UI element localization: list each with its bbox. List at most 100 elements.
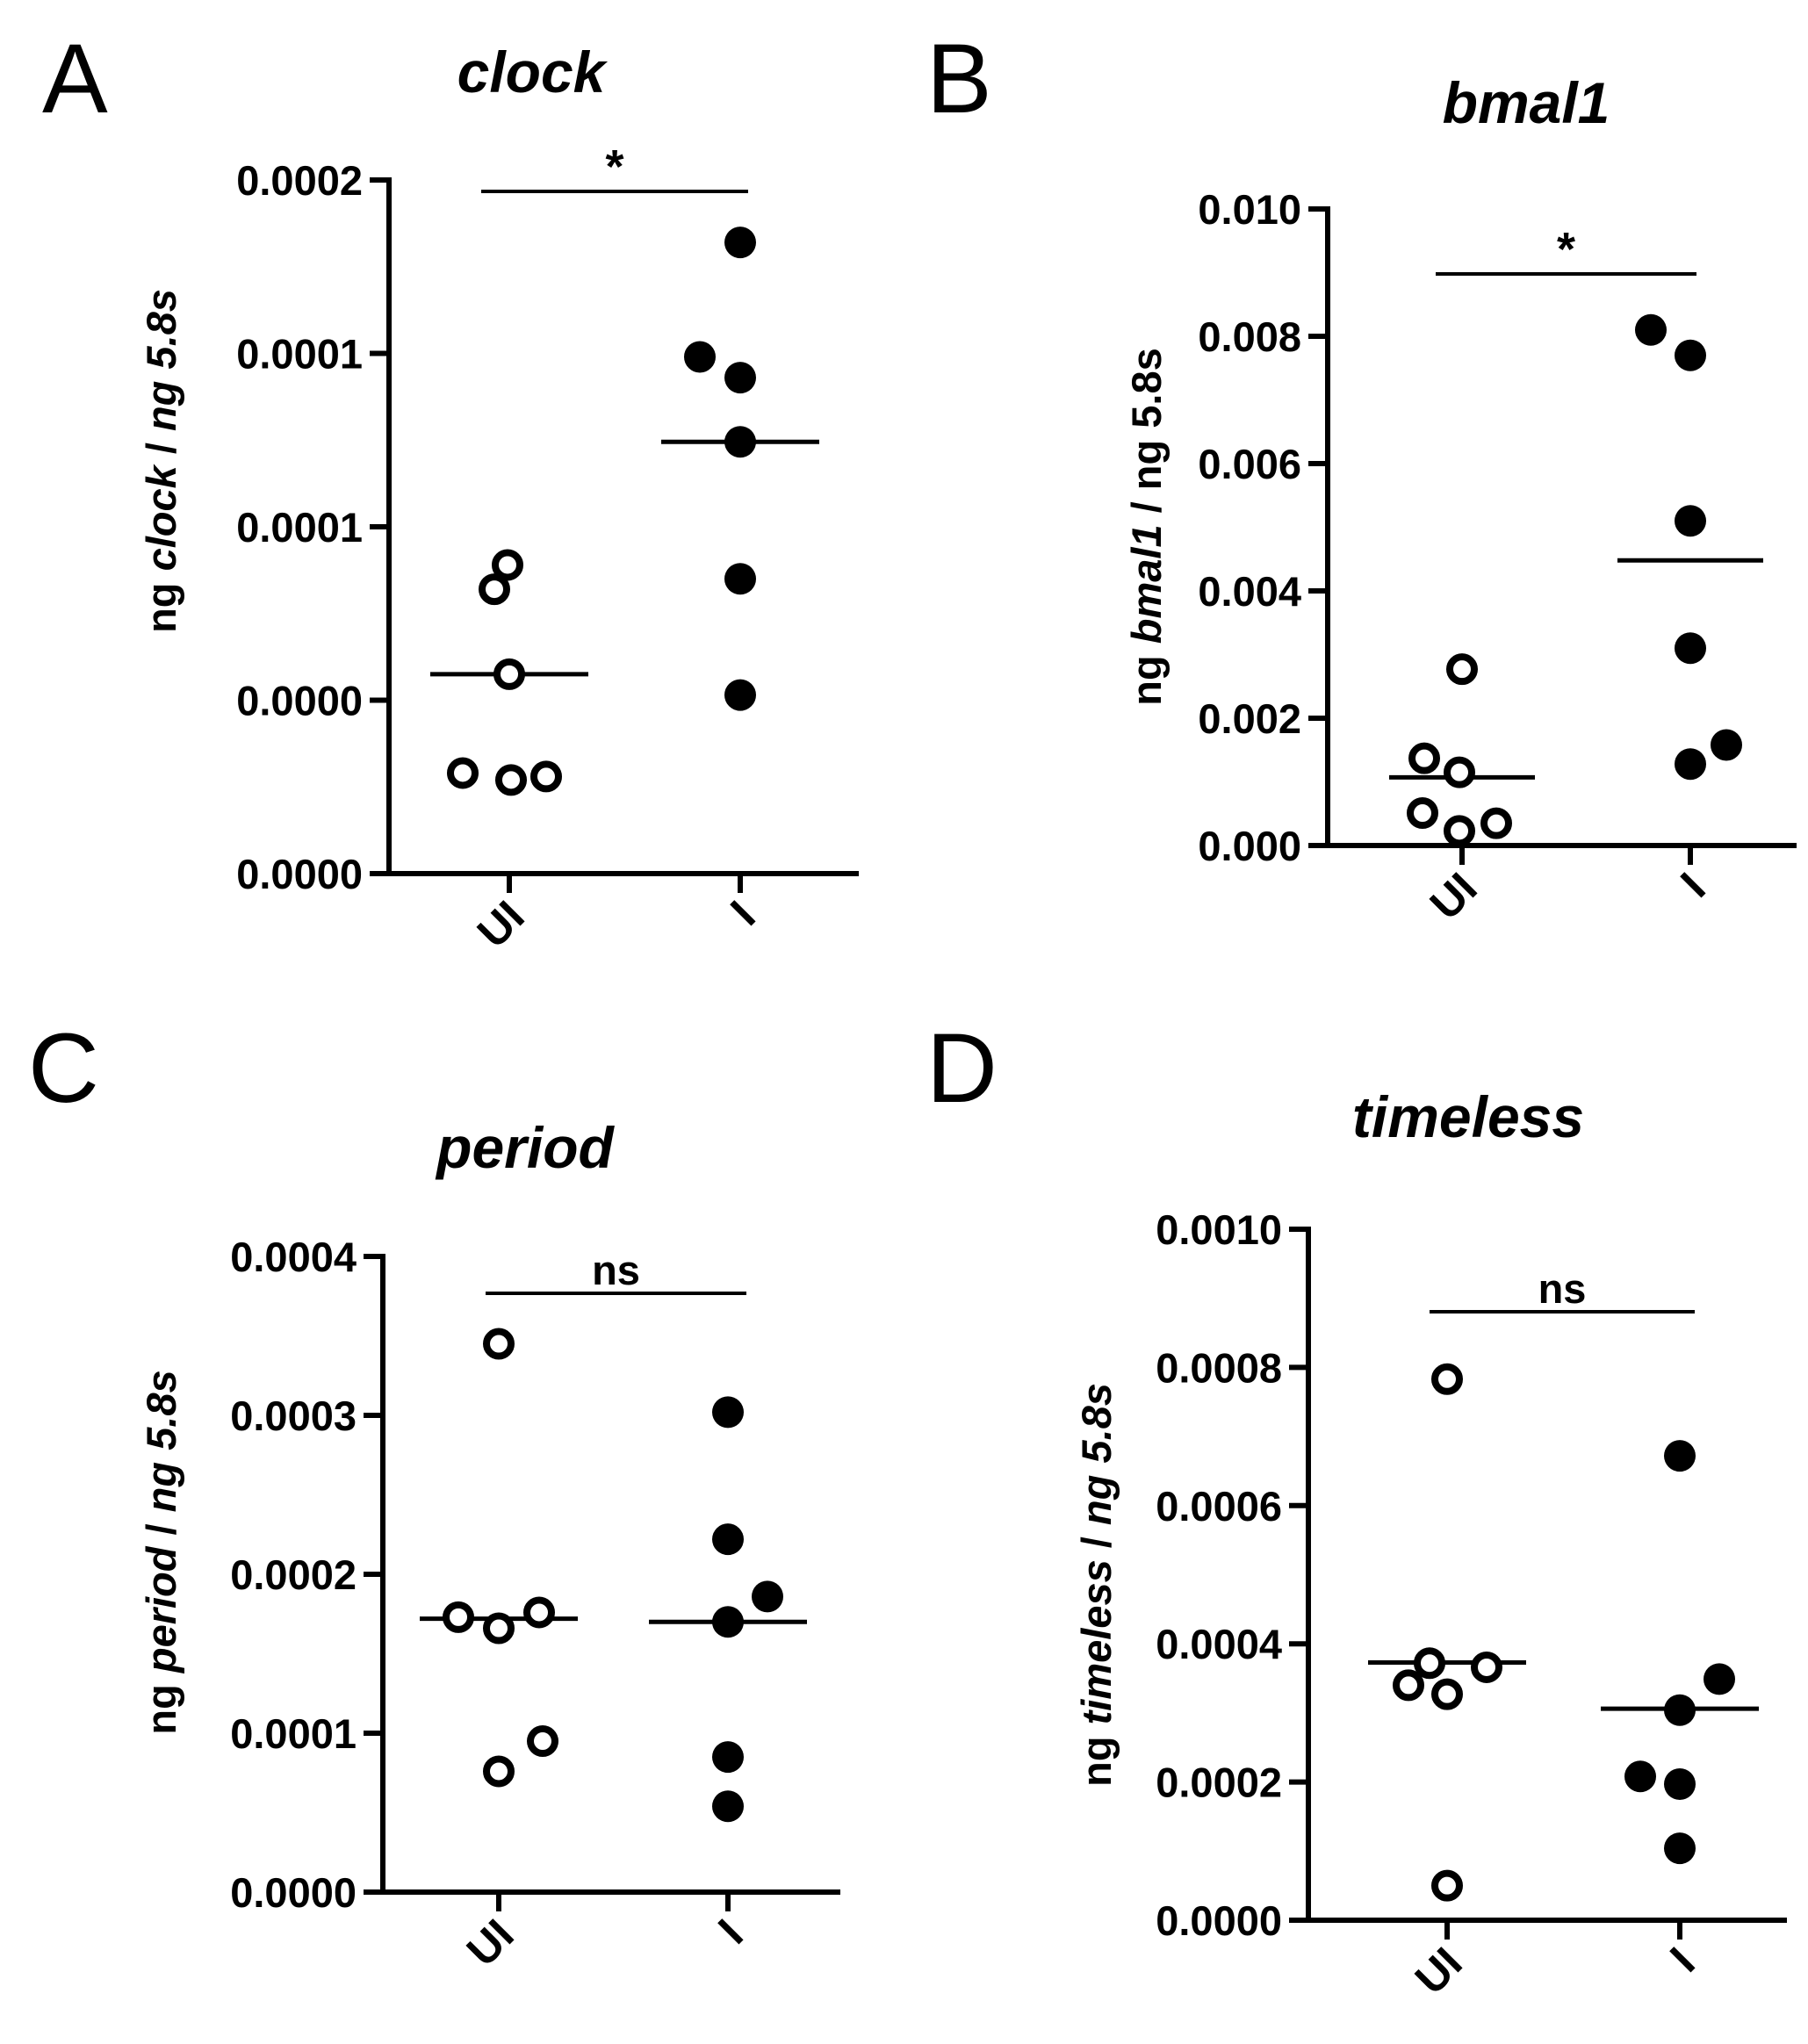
panel-b-point-ui xyxy=(1444,815,1475,847)
panel-b-letter: B xyxy=(926,24,992,133)
panel-a-point-ui xyxy=(447,757,479,789)
panel-c-significance-label: ns xyxy=(592,1247,640,1293)
panel-d-y-tick-label: 0.0008 xyxy=(1156,1344,1282,1391)
panel-a-point-i xyxy=(724,679,756,711)
panel-d-point-ui xyxy=(1414,1647,1445,1680)
panel-c-y-tick-label: 0.0000 xyxy=(230,1869,357,1916)
panel-a-y-tick-label: 0.0001 xyxy=(236,504,363,551)
panel-c-point-ui xyxy=(483,1755,515,1788)
panel-b-y-tick-label: 0.008 xyxy=(1198,313,1301,360)
panel-c-point-ui xyxy=(483,1612,515,1645)
panel-d-x-tick-label-ui: UI xyxy=(1406,1938,1472,2004)
panel-d-point-ui xyxy=(1431,1869,1463,1902)
panel-a-point-ui xyxy=(530,760,562,793)
panel-a-point-ui xyxy=(492,549,523,581)
panel-a: A clock ng clock / ng 5.8s 0.00000.00000… xyxy=(42,24,859,957)
panel-b-point-i xyxy=(1635,313,1667,346)
panel-b-point-ui xyxy=(1480,807,1512,839)
panel-b-x-tick-label-ui: UI xyxy=(1421,863,1487,929)
panel-c-point-i xyxy=(712,1790,744,1823)
panel-d-significance-label: ns xyxy=(1538,1265,1587,1312)
panel-d: D timeless ng timeless / ng 5.8s 0.00000… xyxy=(926,1013,1787,2004)
panel-b-point-i xyxy=(1675,748,1706,781)
panel-c-y-tick-label: 0.0004 xyxy=(230,1234,357,1280)
panel-b-significance-label: * xyxy=(1557,223,1575,276)
panel-b-y-tick-label: 0.004 xyxy=(1198,568,1301,615)
panel-a-significance-label: * xyxy=(605,140,623,193)
panel-d-point-ui xyxy=(1471,1651,1502,1683)
panel-b-plot: 0.000 0.002 0.004 0.006 0.008 0.010 UI I * xyxy=(1198,186,1797,929)
panel-a-letter: A xyxy=(42,24,108,133)
panel-d-y-tick-label: 0.0006 xyxy=(1156,1483,1282,1529)
panel-c-letter: C xyxy=(28,1013,99,1123)
panel-d-y-tick-label: 0.0010 xyxy=(1156,1206,1282,1253)
panel-d-y-tick-label: 0.0002 xyxy=(1156,1760,1282,1806)
panel-d-y-tick-label: 0.0004 xyxy=(1156,1621,1282,1667)
panel-b: B bmal1 ng bmal1 / ng 5.8s 0.000 0.002 0.0… xyxy=(926,24,1797,929)
panel-b-y-tick-label: 0.002 xyxy=(1198,695,1301,742)
panel-d-y-tick-label: 0.0000 xyxy=(1156,1897,1282,1944)
panel-d-title: timeless xyxy=(1352,1084,1584,1149)
panel-c-point-i xyxy=(752,1580,783,1613)
panel-a-point-i xyxy=(724,563,756,595)
panel-b-title: bmal1 xyxy=(1443,70,1610,135)
panel-c-point-i xyxy=(712,1396,744,1429)
panel-a-x-tick-label-ui: UI xyxy=(468,891,534,957)
panel-b-y-tick-label: 0.006 xyxy=(1198,441,1301,487)
panel-b-point-ui xyxy=(1444,756,1475,788)
panel-a-point-i xyxy=(724,362,756,394)
panel-a-title: clock xyxy=(457,40,609,104)
panel-c-title: period xyxy=(435,1115,615,1180)
panel-d-x-tick-label-i: I xyxy=(1660,1938,1704,1981)
panel-a-point-i xyxy=(724,426,756,458)
panel-c-y-tick-label: 0.0001 xyxy=(230,1710,357,1757)
panel-d-letter: D xyxy=(926,1013,998,1123)
panel-c-point-i xyxy=(712,1606,744,1638)
panel-c-y-tick-label: 0.0003 xyxy=(230,1393,357,1439)
panel-c-point-ui xyxy=(443,1601,474,1633)
panel-d-plot: 0.0000 0.0002 0.0004 0.0006 0.0008 0.0010 UI In… xyxy=(1156,1206,1787,2004)
panel-d-y-axis-label: ng timeless / ng 5.8s xyxy=(1073,1383,1120,1787)
panel-a-y-tick-label: 0.0001 xyxy=(236,331,363,378)
panel-c-point-ui xyxy=(523,1596,555,1629)
panel-a-point-i xyxy=(724,227,756,259)
panel-d-point-ui xyxy=(1393,1669,1424,1702)
panel-a-x-tick-label-i: I xyxy=(721,891,764,934)
panel-b-point-ui xyxy=(1408,742,1440,774)
panel-b-point-ui xyxy=(1446,653,1478,686)
panel-a-point-ui xyxy=(495,764,527,796)
panel-d-point-ui xyxy=(1431,1678,1463,1710)
panel-c: C period ng period / ng 5.8s 0.00000.000… xyxy=(28,1013,840,1976)
panel-b-point-i xyxy=(1675,632,1706,665)
panel-a-y-axis-label: ng clock / ng 5.8s xyxy=(138,289,184,633)
panel-b-point-i xyxy=(1711,729,1742,761)
panel-c-y-axis-label: ng period / ng 5.8s xyxy=(138,1370,184,1734)
panel-a-point-i xyxy=(684,341,716,373)
panel-b-point-ui xyxy=(1407,797,1438,830)
panel-b-y-axis-label: ng bmal1 / ng 5.8s xyxy=(1123,348,1170,705)
panel-a-point-ui xyxy=(479,573,510,606)
panel-c-point-i xyxy=(712,1741,744,1774)
panel-a-plot: 0.0000 0.0000 0.0001 0.0001 0.0002 UI I * xyxy=(236,140,859,957)
panel-c-y-tick-label: 0.0002 xyxy=(230,1551,357,1598)
panel-c-point-i xyxy=(712,1523,744,1556)
panel-d-point-i xyxy=(1664,1767,1696,1800)
panel-d-point-ui xyxy=(1431,1363,1463,1395)
panel-d-point-i xyxy=(1664,1694,1696,1726)
panel-d-point-i xyxy=(1664,1832,1696,1865)
panel-c-plot: 0.0000 0.0001 0.0002 0.0003 0.0004 UI Ins xyxy=(230,1234,840,1976)
panel-d-point-i xyxy=(1704,1663,1735,1695)
panel-b-point-i xyxy=(1675,505,1706,537)
panel-c-point-ui xyxy=(527,1725,558,1758)
panel-c-point-ui xyxy=(483,1328,515,1360)
panel-a-point-ui xyxy=(493,658,525,690)
panel-b-y-tick-label: 0.010 xyxy=(1198,186,1301,233)
panel-c-x-tick-label-ui: UI xyxy=(457,1910,523,1976)
panel-a-y-tick-label: 0.0000 xyxy=(236,851,363,897)
panel-c-x-tick-label-i: I xyxy=(709,1910,752,1953)
panel-b-y-tick-label: 0.000 xyxy=(1198,823,1301,869)
panel-a-y-tick-label: 0.0002 xyxy=(236,157,363,204)
panel-d-point-i xyxy=(1664,1440,1696,1472)
panel-a-y-tick-label: 0.0000 xyxy=(236,678,363,724)
